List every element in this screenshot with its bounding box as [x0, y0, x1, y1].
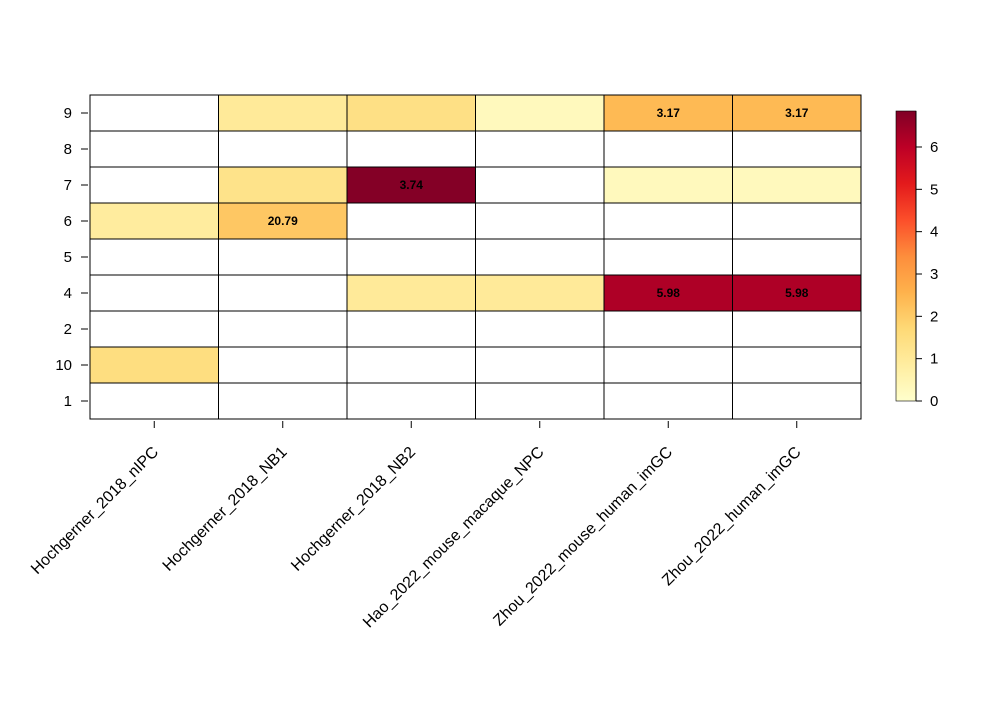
- heatmap-cells: [89, 94, 862, 420]
- heatmap-cell: [603, 238, 733, 276]
- row-tick-label: 2: [64, 321, 72, 338]
- heatmap-cell: [218, 274, 348, 312]
- cell-value-label: 3.74: [400, 178, 424, 192]
- legend-tick-label: 5: [930, 181, 938, 198]
- heatmap-cell: [218, 310, 348, 348]
- heatmap-cell: [89, 94, 219, 132]
- row-tick-label: 6: [64, 213, 72, 230]
- legend-tick-label: 4: [930, 224, 938, 241]
- heatmap-cell: [603, 346, 733, 384]
- legend-tick-label: 1: [930, 351, 938, 368]
- heatmap-cell: [475, 94, 605, 132]
- heatmap-cell: [346, 274, 476, 312]
- heatmap-cell: [475, 238, 605, 276]
- row-tick-label: 4: [64, 285, 72, 302]
- heatmap-cell: [89, 310, 219, 348]
- heatmap-cell: [603, 130, 733, 168]
- row-tick-label: 1: [64, 393, 72, 410]
- row-tick-label: 7: [64, 177, 72, 194]
- heatmap-cell: [732, 94, 862, 132]
- heatmap-cell: [732, 274, 862, 312]
- heatmap-cell: [346, 310, 476, 348]
- legend-tick-label: 2: [930, 308, 938, 325]
- row-axis: 9 8 7 6 5 4 2 10 1: [55, 105, 88, 410]
- heatmap-cell: [732, 346, 862, 384]
- legend-tick-label: 3: [930, 266, 938, 283]
- heatmap-cell: [89, 166, 219, 204]
- heatmap-cell: [346, 94, 476, 132]
- heatmap-cell: [732, 310, 862, 348]
- heatmap-cell: [603, 202, 733, 240]
- heatmap-cell: [475, 166, 605, 204]
- heatmap-cell: [475, 382, 605, 420]
- column-axis: Hochgerner_2018_nIPCHochgerner_2018_NB1H…: [28, 421, 805, 631]
- heatmap-cell: [346, 202, 476, 240]
- heatmap-cell: [346, 130, 476, 168]
- heatmap-cell: [346, 382, 476, 420]
- cell-value-label: 3.17: [785, 106, 809, 120]
- heatmap-cell: [218, 382, 348, 420]
- color-legend: 0 1 2 3 4 5 6: [895, 110, 938, 410]
- heatmap-cell: [89, 202, 219, 240]
- cell-value-label: 3.17: [657, 106, 681, 120]
- heatmap-cell: [475, 310, 605, 348]
- heatmap-cell: [218, 346, 348, 384]
- heatmap-cell: [732, 238, 862, 276]
- heatmap-cell: [89, 238, 219, 276]
- heatmap-cell: [732, 382, 862, 420]
- cell-value-label: 20.79: [268, 214, 298, 228]
- heatmap-cell: [218, 238, 348, 276]
- heatmap-cell: [475, 202, 605, 240]
- heatmap-cell: [732, 166, 862, 204]
- row-tick-label: 5: [64, 249, 72, 266]
- heatmap-cell: [603, 382, 733, 420]
- legend-color-bar: [895, 110, 917, 402]
- column-tick-label: Hochgerner_2018_nIPC: [28, 444, 162, 578]
- column-tick-label: Hochgerner_2018_NB1: [160, 444, 291, 575]
- heatmap-cell-labels: 3.17 3.17 3.74 20.79 5.98 5.98: [268, 106, 809, 300]
- heatmap-cell: [89, 382, 219, 420]
- heatmap-cell: [218, 130, 348, 168]
- heatmap-cell: [603, 310, 733, 348]
- heatmap-cell: [346, 166, 476, 204]
- legend-tick-label: 0: [930, 393, 938, 410]
- heatmap-cell: [218, 166, 348, 204]
- heatmap-cell: [89, 346, 219, 384]
- column-tick-label: Zhou_2022_human_imGC: [659, 444, 804, 589]
- heatmap-cell: [475, 274, 605, 312]
- row-tick-label: 10: [55, 357, 72, 374]
- column-tick-label: Hochgerner_2018_NB2: [288, 444, 419, 575]
- row-tick-label: 9: [64, 105, 72, 122]
- heatmap-cell: [89, 274, 219, 312]
- row-tick-label: 8: [64, 141, 72, 158]
- cell-value-label: 5.98: [785, 286, 809, 300]
- heatmap-cell: [89, 130, 219, 168]
- heatmap-cell: [346, 346, 476, 384]
- heatmap-cell: [346, 238, 476, 276]
- heatmap-cell: [475, 130, 605, 168]
- heatmap-cell: [218, 94, 348, 132]
- legend-tick-label: 6: [930, 139, 938, 156]
- heatmap-cell: [603, 94, 733, 132]
- heatmap-cell: [603, 166, 733, 204]
- heatmap-cell: [475, 346, 605, 384]
- heatmap-cell: [732, 130, 862, 168]
- cell-value-label: 5.98: [657, 286, 681, 300]
- heatmap-cell: [732, 202, 862, 240]
